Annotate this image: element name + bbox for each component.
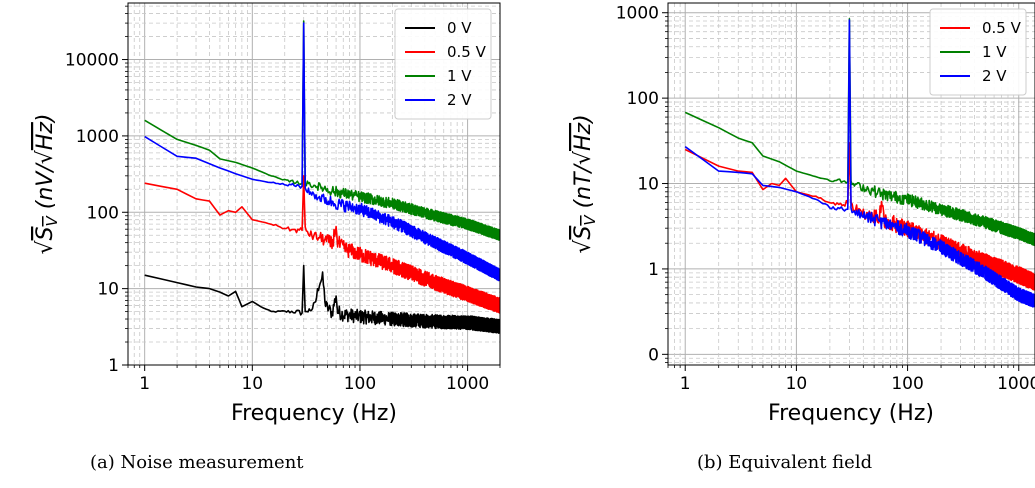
legend-label: 2 V xyxy=(982,67,1007,85)
legend-label: 0.5 V xyxy=(982,19,1022,37)
x-tick-label: 1000 xyxy=(446,374,489,394)
y-axis-label-a: √SV (nV/√Hz) xyxy=(33,114,61,255)
y-tick-label: 1000 xyxy=(616,4,659,24)
series-line-b-2 xyxy=(684,19,1035,308)
x-tick-label: 100 xyxy=(344,374,376,394)
x-tick-label: 100 xyxy=(891,374,923,394)
legend-box xyxy=(929,8,1027,96)
caption-a: (a) Noise measurement xyxy=(90,452,304,473)
y-axis-label-b: √SV (nT/√Hz) xyxy=(571,114,599,253)
y-tick-label: 10 xyxy=(637,175,659,195)
ylabel-unit-arg: Hz xyxy=(33,122,58,151)
legend-label: 2 V xyxy=(447,91,472,109)
ylabel-root: √ xyxy=(33,239,58,254)
ylabel-root: √ xyxy=(571,239,596,254)
ylabel-sub: V xyxy=(43,214,61,226)
x-tick-label: 1000 xyxy=(997,374,1035,394)
x-tick-label: 1 xyxy=(680,374,691,394)
x-axis-label-a: Frequency (Hz) xyxy=(231,401,397,426)
y-tick-label: 100 xyxy=(627,89,659,109)
series-line-a-2 xyxy=(144,20,500,242)
caption-b: (b) Equivalent field xyxy=(697,452,873,473)
x-tick-label: 10 xyxy=(241,374,263,394)
series-line-b-1 xyxy=(684,18,1035,247)
series-line-a-1 xyxy=(144,175,500,314)
y-tick-label: 1 xyxy=(648,260,659,280)
series-line-a-0 xyxy=(144,264,500,334)
y-tick-label: 10000 xyxy=(65,51,119,71)
legend-label: 0 V xyxy=(447,19,472,37)
y-tick-label: 10 xyxy=(97,280,119,300)
ylabel-unit-root: √ xyxy=(33,149,58,164)
plot-area-b xyxy=(684,18,1035,308)
legend-label: 0.5 V xyxy=(447,43,487,61)
legend-a: 0 V 0.5 V 1 V 2 V xyxy=(394,8,492,120)
x-tick-label: 10 xyxy=(786,374,808,394)
x-axis-label-b: Frequency (Hz) xyxy=(768,401,934,426)
legend-label: 1 V xyxy=(447,67,472,85)
y-tick-label: 1 xyxy=(108,356,119,376)
y-tick-label: 0 xyxy=(648,345,659,365)
ylabel-unit-open: (nV/ xyxy=(33,162,58,217)
ylabel-unit-close: ) xyxy=(571,114,596,125)
y-tick-label: 1000 xyxy=(76,127,119,147)
ylabel-unit-root: √ xyxy=(571,150,596,165)
axes-frame-a xyxy=(127,2,501,366)
x-tick-label: 1 xyxy=(139,374,150,394)
ylabel-unit-open: (nT/ xyxy=(571,162,596,215)
plot-area-a xyxy=(144,20,500,334)
legend-b: 0.5 V 1 V 2 V xyxy=(929,8,1027,96)
ylabel-unit-close: ) xyxy=(33,114,58,125)
ylabel-var: S xyxy=(571,226,596,240)
legend-box xyxy=(394,8,492,120)
ylabel-sub: V xyxy=(581,214,599,226)
chart-a: 1 10 100 1000 1 10 100 1000 10000 Frequency (Hz) √… xyxy=(33,2,501,426)
ylabel-var: S xyxy=(33,226,58,240)
legend-label: 1 V xyxy=(982,43,1007,61)
ylabel-unit-arg: Hz xyxy=(571,122,596,151)
series-line-a-3 xyxy=(144,22,500,282)
y-tick-label: 100 xyxy=(87,203,119,223)
